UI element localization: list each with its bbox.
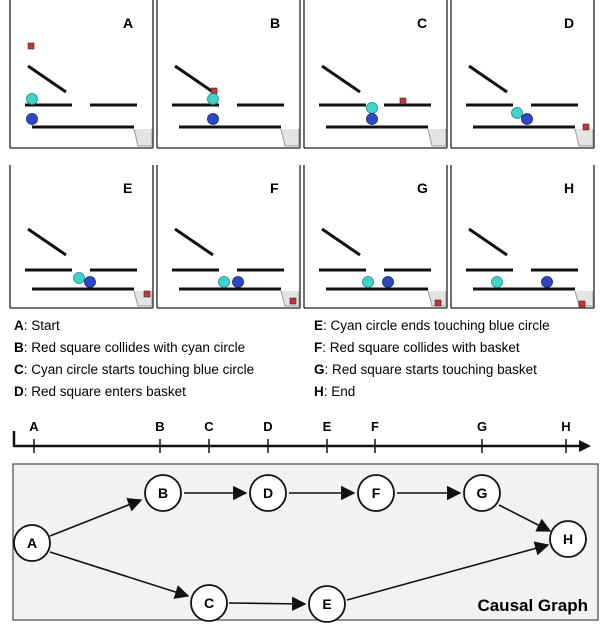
node-e: E (308, 585, 346, 623)
blue-circle (232, 276, 244, 288)
legend-item-d: D: Red square enters basket (14, 384, 186, 399)
timeline: A B C D E F G H (12, 419, 591, 453)
cyan-circle (362, 276, 374, 288)
timeline-label-g: G (477, 419, 487, 434)
blue-circle (382, 276, 394, 288)
node-f: F (357, 474, 395, 512)
node-c: C (190, 584, 228, 622)
legend-item-c: C: Cyan circle starts touching blue circ… (14, 362, 254, 377)
blue-circle (541, 276, 553, 288)
scene-panel-h: H (450, 165, 595, 309)
blue-circle (207, 113, 219, 125)
timeline-label-d: D (263, 419, 272, 434)
svg-text:A: A (27, 535, 37, 551)
svg-text:B: B (158, 485, 168, 501)
cyan-circle (218, 276, 230, 288)
panel-letter: G (417, 180, 428, 196)
cyan-circle (26, 93, 38, 105)
event-legend: A: Start B: Red square collides with cya… (14, 318, 550, 399)
blue-circle (26, 113, 38, 125)
scene-panel-d: D (450, 0, 595, 149)
svg-text:D: D (263, 485, 273, 501)
edge-g-h (498, 504, 552, 532)
red-square (143, 290, 151, 298)
red-square (582, 123, 590, 131)
scene-panel-g: G (303, 165, 448, 309)
svg-text:F: F (372, 485, 381, 501)
red-square (289, 297, 297, 305)
node-g: G (463, 474, 501, 512)
red-square (399, 97, 407, 105)
legend-item-e: E: Cyan circle ends touching blue circle (314, 318, 550, 333)
red-square (434, 299, 442, 307)
timeline-label-e: E (323, 419, 332, 434)
panel-letter: F (270, 180, 279, 196)
timeline-label-b: B (155, 419, 164, 434)
edge-a-b (49, 498, 143, 537)
cyan-circle (511, 107, 523, 119)
node-h: H (549, 520, 587, 558)
node-d: D (249, 474, 287, 512)
cyan-circle (491, 276, 503, 288)
edge-e-h (346, 541, 550, 601)
red-square (578, 300, 586, 308)
legend-item-b: B: Red square collides with cyan circle (14, 340, 245, 355)
blue-circle (366, 113, 378, 125)
scene-panel-b: B (156, 0, 301, 149)
legend-item-g: G: Red square starts touching basket (314, 362, 537, 377)
timeline-label-a: A (29, 419, 39, 434)
cyan-circle (73, 272, 85, 284)
red-square (27, 42, 35, 50)
blue-circle (84, 276, 96, 288)
panel-letter: D (564, 15, 574, 31)
causal-graph-title: Causal Graph (477, 596, 588, 615)
panel-letter: B (270, 15, 280, 31)
timeline-label-f: F (371, 419, 379, 434)
panel-letter: E (123, 180, 132, 196)
legend-item-f: F: Red square collides with basket (314, 340, 520, 355)
svg-text:G: G (477, 485, 488, 501)
svg-text:H: H (563, 531, 573, 547)
timeline-label-c: C (204, 419, 214, 434)
node-b: B (144, 474, 182, 512)
causal-graph: A B C D E F G H Causal Graph (12, 463, 599, 623)
scene-panel-c: C (303, 0, 448, 149)
scene-panel-f: F (156, 165, 301, 309)
scene-panel-a: A (9, 0, 154, 149)
panel-letter: C (417, 15, 427, 31)
timeline-arrowhead (579, 440, 591, 452)
red-square (210, 87, 218, 95)
svg-text:E: E (322, 596, 331, 612)
legend-item-a: A: Start (14, 318, 60, 333)
cyan-circle (207, 93, 219, 105)
legend-item-h: H: End (314, 384, 355, 399)
scene-panel-e: E (9, 165, 154, 309)
cyan-circle (366, 102, 378, 114)
panel-letter: H (564, 180, 574, 196)
panel-letter: A (123, 15, 133, 31)
edge-a-c (49, 551, 190, 599)
blue-circle (521, 113, 533, 125)
timeline-label-h: H (561, 419, 570, 434)
edge-c-e (228, 596, 307, 612)
node-a: A (13, 524, 51, 562)
svg-text:C: C (204, 595, 214, 611)
